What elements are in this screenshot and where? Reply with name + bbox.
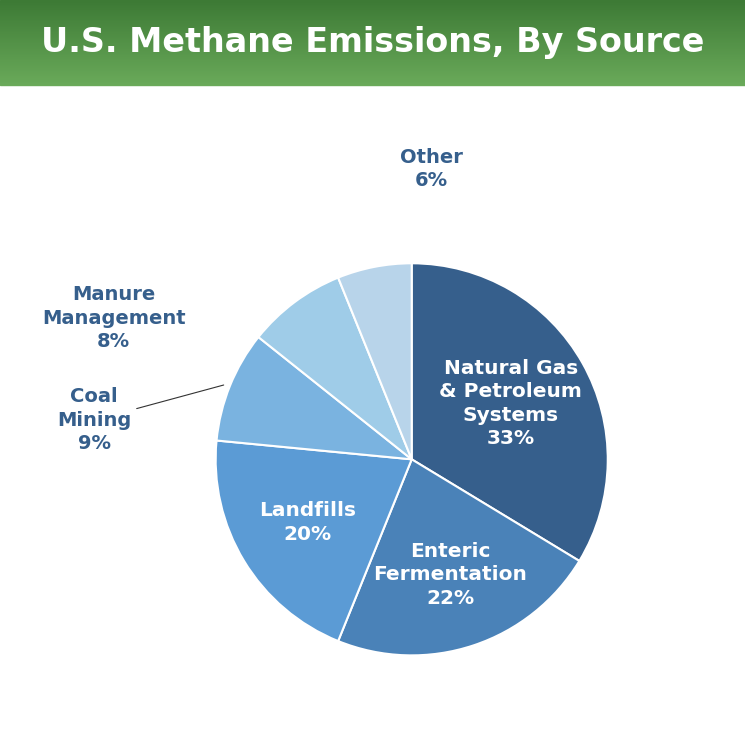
Bar — [0, 44, 745, 45]
Bar — [0, 49, 745, 50]
Wedge shape — [259, 277, 412, 459]
Bar — [0, 13, 745, 15]
Bar — [0, 67, 745, 68]
Bar — [0, 43, 745, 44]
Bar — [0, 77, 745, 78]
Text: U.S. Methane Emissions, By Source: U.S. Methane Emissions, By Source — [41, 26, 704, 59]
Bar — [0, 60, 745, 61]
Bar — [0, 68, 745, 69]
Bar — [0, 70, 745, 71]
Bar — [0, 0, 745, 1]
Text: Other
6%: Other 6% — [400, 148, 463, 191]
Bar — [0, 56, 745, 57]
Bar — [0, 78, 745, 79]
Bar — [0, 51, 745, 52]
Bar — [0, 47, 745, 49]
Bar — [0, 17, 745, 18]
Bar — [0, 21, 745, 22]
Wedge shape — [217, 337, 412, 459]
Bar — [0, 73, 745, 74]
Bar — [0, 63, 745, 64]
Bar — [0, 39, 745, 40]
Bar — [0, 45, 745, 46]
Bar — [0, 52, 745, 53]
Bar — [0, 66, 745, 67]
Bar — [0, 27, 745, 28]
Bar — [0, 16, 745, 17]
Bar — [0, 6, 745, 7]
Bar — [0, 28, 745, 29]
Bar — [0, 35, 745, 36]
Bar — [0, 38, 745, 39]
Bar — [0, 72, 745, 73]
Bar — [0, 58, 745, 60]
Text: Natural Gas
& Petroleum
Systems
33%: Natural Gas & Petroleum Systems 33% — [440, 358, 583, 448]
Bar — [0, 42, 745, 43]
Bar — [0, 5, 745, 6]
Bar — [0, 53, 745, 54]
Bar — [0, 36, 745, 38]
Bar — [0, 7, 745, 8]
Bar — [0, 50, 745, 51]
Bar — [0, 24, 745, 26]
Wedge shape — [412, 263, 608, 561]
Bar — [0, 55, 745, 56]
Bar — [0, 76, 745, 77]
Wedge shape — [338, 263, 412, 459]
Bar — [0, 15, 745, 16]
Bar — [0, 26, 745, 27]
Text: Manure
Management
8%: Manure Management 8% — [42, 285, 186, 351]
Bar — [0, 84, 745, 85]
Bar — [0, 2, 745, 4]
Wedge shape — [215, 441, 412, 641]
Bar — [0, 8, 745, 10]
Bar — [0, 74, 745, 75]
Bar — [0, 62, 745, 63]
Bar — [0, 59, 745, 60]
Bar — [0, 40, 745, 41]
Text: Coal
Mining
9%: Coal Mining 9% — [57, 385, 224, 453]
Bar — [0, 19, 745, 21]
Bar — [0, 75, 745, 76]
Text: Landfills
20%: Landfills 20% — [259, 501, 356, 544]
Bar — [0, 25, 745, 26]
Bar — [0, 71, 745, 72]
Text: Enteric
Fermentation
22%: Enteric Fermentation 22% — [373, 542, 527, 608]
Bar — [0, 61, 745, 62]
Bar — [0, 18, 745, 19]
Bar — [0, 46, 745, 47]
Bar — [0, 81, 745, 82]
Bar — [0, 33, 745, 34]
Bar — [0, 82, 745, 83]
Bar — [0, 12, 745, 13]
Bar — [0, 32, 745, 33]
Bar — [0, 11, 745, 12]
Bar — [0, 64, 745, 66]
Bar — [0, 69, 745, 70]
Bar — [0, 10, 745, 11]
Bar — [0, 54, 745, 55]
Bar — [0, 83, 745, 84]
Bar — [0, 23, 745, 24]
Bar — [0, 22, 745, 23]
Wedge shape — [338, 459, 580, 655]
Bar — [0, 41, 745, 42]
Bar — [0, 1, 745, 2]
Bar — [0, 79, 745, 80]
Bar — [0, 57, 745, 58]
Bar — [0, 30, 745, 32]
Bar — [0, 4, 745, 5]
Bar — [0, 80, 745, 81]
Bar — [0, 34, 745, 35]
Bar — [0, 29, 745, 30]
